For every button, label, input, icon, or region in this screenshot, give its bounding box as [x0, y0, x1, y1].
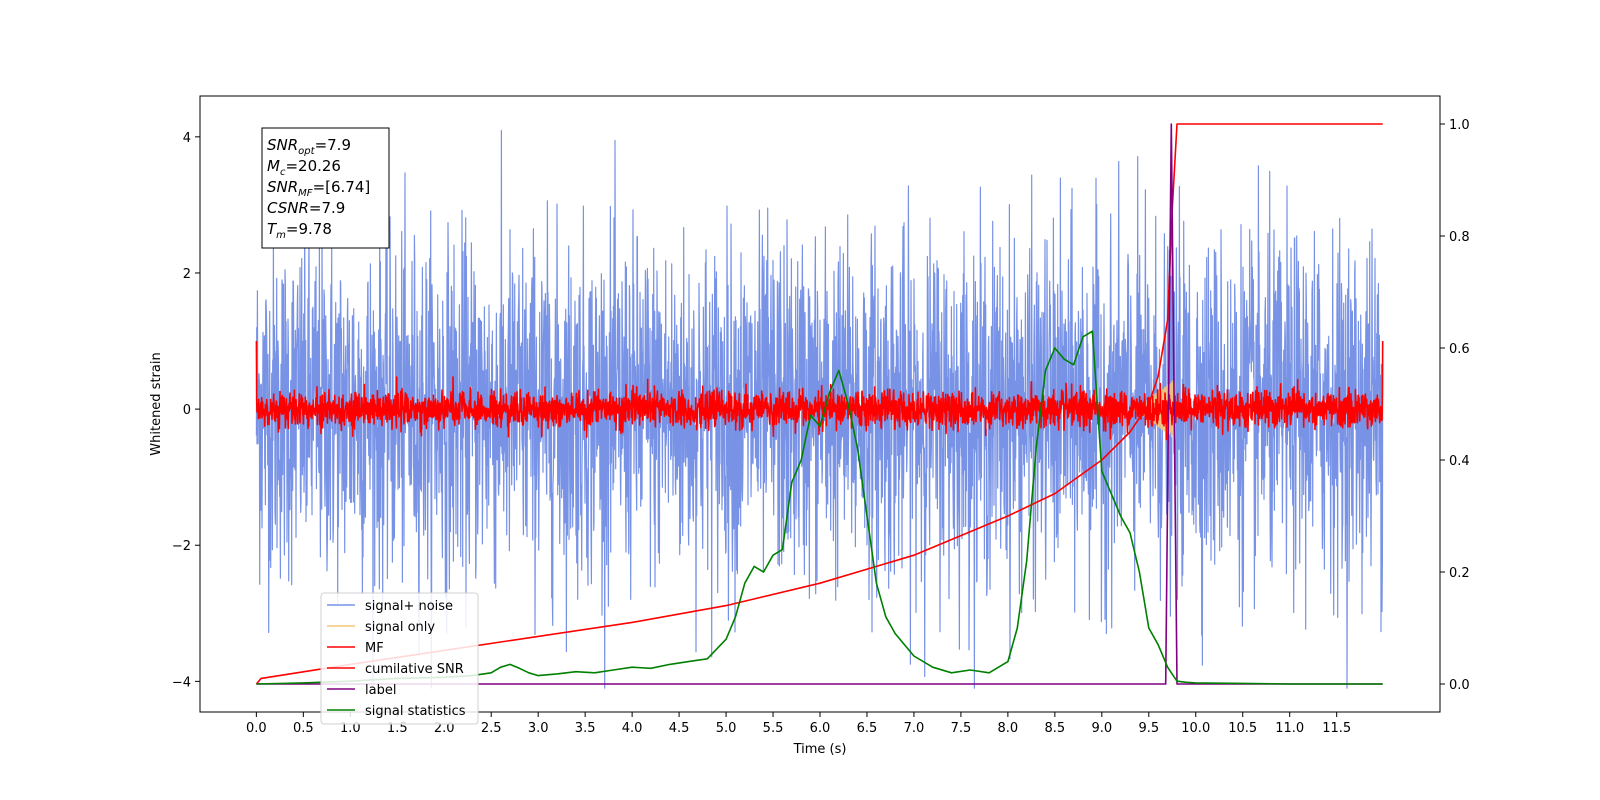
x-tick-label: 3.0 [528, 721, 549, 736]
x-tick-label: 7.5 [951, 721, 972, 736]
y-tick-label: 4 [183, 131, 191, 146]
x-tick-label: 11.0 [1275, 721, 1304, 736]
stats-box-frame [261, 127, 390, 249]
x-tick-label: 5.5 [763, 721, 784, 736]
x-tick-label: 2.5 [481, 721, 502, 736]
y2-tick-label: 0.2 [1449, 566, 1470, 581]
series-line-signal-statistics [256, 330, 1383, 685]
legend-entry: cumilative SNR [365, 662, 464, 677]
x-tick-label: 5.0 [716, 721, 737, 736]
x-axis-ticks: 0.0 0.5 1.0 1.5 2.0 2.5 3.0 3.5 4.0 4.5 5.0 5.5 6.0 6… [246, 712, 1351, 736]
x-tick-label: 1.5 [387, 721, 408, 736]
legend-entry: signal+ noise [365, 599, 453, 614]
x-tick-label: 9.0 [1091, 721, 1112, 736]
stats-line: CSNR=7.9 [267, 199, 345, 217]
legend-entry: signal only [365, 620, 435, 635]
x-tick-label: 9.5 [1138, 721, 1159, 736]
y2-tick-label: 0.0 [1449, 678, 1470, 693]
y2-tick-label: 1.0 [1449, 118, 1470, 133]
x-tick-label: 11.5 [1322, 721, 1351, 736]
x-tick-label: 8.0 [998, 721, 1019, 736]
x-axis-label: Time (s) [793, 742, 847, 757]
x-tick-label: 0.5 [293, 721, 314, 736]
y2-tick-label: 0.6 [1449, 342, 1470, 357]
y-axis-ticks: −4 −2 0 2 4 [172, 131, 200, 690]
x-tick-label: 6.0 [810, 721, 831, 736]
stats-line: SNRopt=7.9 [267, 136, 351, 157]
series-line-mf [255, 340, 1384, 441]
y-tick-label: 2 [183, 267, 191, 282]
y2-axis-ticks: 0.0 0.2 0.4 0.6 0.8 1.0 [1440, 118, 1470, 693]
stats-line: Mc=20.26 [267, 157, 341, 178]
y-axis-label: Whitened strain [149, 352, 164, 455]
x-tick-label: 7.0 [904, 721, 925, 736]
y-tick-label: 0 [183, 403, 191, 418]
x-tick-label: 4.5 [669, 721, 690, 736]
x-tick-label: 6.5 [857, 721, 878, 736]
x-tick-label: 2.0 [434, 721, 455, 736]
y2-tick-label: 0.4 [1449, 454, 1470, 469]
legend-frame [320, 592, 479, 725]
stats-line: SNRMF=[6.74] [267, 178, 370, 199]
legend: signal+ noise signal only MF cumilative SNR… [320, 592, 479, 725]
y-tick-label: −2 [172, 539, 191, 554]
legend-entry: signal statistics [365, 704, 466, 719]
y-tick-label: −4 [172, 675, 191, 690]
x-tick-label: 10.0 [1181, 721, 1210, 736]
stats-line: Tm=9.78 [267, 220, 332, 241]
legend-entry: label [365, 683, 396, 698]
x-tick-label: 4.0 [622, 721, 643, 736]
x-tick-label: 8.5 [1045, 721, 1066, 736]
legend-entry: MF [365, 641, 384, 656]
x-tick-label: 1.0 [340, 721, 361, 736]
y2-tick-label: 0.8 [1449, 230, 1470, 245]
x-tick-label: 3.5 [575, 721, 596, 736]
x-tick-label: 0.0 [246, 721, 267, 736]
x-tick-label: 10.5 [1228, 721, 1257, 736]
